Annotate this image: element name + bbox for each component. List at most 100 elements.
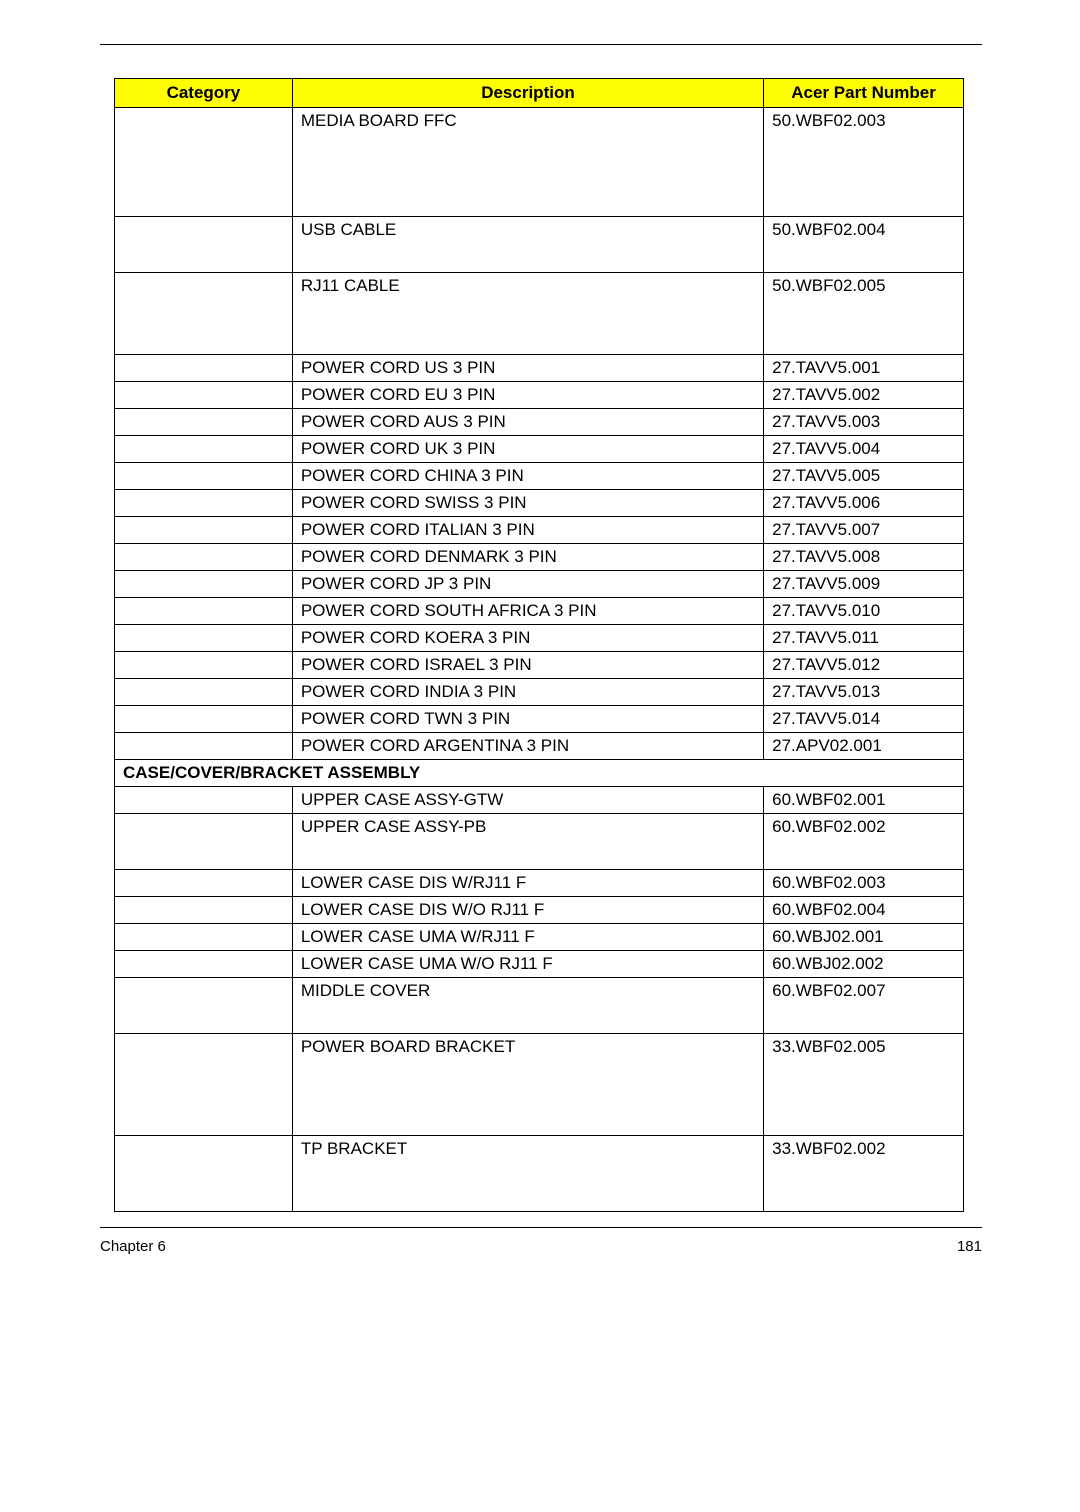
partnum-cell: 60.WBF02.002	[764, 814, 964, 870]
partnum-cell: 33.WBF02.005	[764, 1034, 964, 1136]
description-cell: POWER CORD JP 3 PIN	[292, 571, 763, 598]
category-cell	[115, 978, 293, 1034]
partnum-cell: 60.WBF02.003	[764, 870, 964, 897]
description-cell: POWER CORD CHINA 3 PIN	[292, 463, 763, 490]
category-cell	[115, 490, 293, 517]
table-row: TP BRACKET33.WBF02.002	[115, 1136, 964, 1212]
description-cell: LOWER CASE DIS W/O RJ11 F	[292, 897, 763, 924]
description-cell: USB CABLE	[292, 217, 763, 273]
th-partnum: Acer Part Number	[764, 79, 964, 108]
partnum-cell: 50.WBF02.003	[764, 108, 964, 217]
category-cell	[115, 706, 293, 733]
partnum-cell: 60.WBF02.004	[764, 897, 964, 924]
description-cell: LOWER CASE UMA W/RJ11 F	[292, 924, 763, 951]
description-cell: POWER CORD EU 3 PIN	[292, 382, 763, 409]
category-cell	[115, 517, 293, 544]
description-cell: LOWER CASE DIS W/RJ11 F	[292, 870, 763, 897]
table-row: POWER CORD CHINA 3 PIN27.TAVV5.005	[115, 463, 964, 490]
footer-rule	[100, 1227, 982, 1228]
table-row: RJ11 CABLE50.WBF02.005	[115, 273, 964, 355]
category-cell	[115, 652, 293, 679]
description-cell: POWER CORD US 3 PIN	[292, 355, 763, 382]
section-cell: CASE/COVER/BRACKET ASSEMBLY	[115, 760, 964, 787]
th-description: Description	[292, 79, 763, 108]
partnum-cell: 27.TAVV5.008	[764, 544, 964, 571]
category-cell	[115, 273, 293, 355]
partnum-cell: 27.TAVV5.013	[764, 679, 964, 706]
description-cell: POWER CORD TWN 3 PIN	[292, 706, 763, 733]
table-row: LOWER CASE DIS W/O RJ11 F60.WBF02.004	[115, 897, 964, 924]
category-cell	[115, 733, 293, 760]
category-cell	[115, 897, 293, 924]
category-cell	[115, 355, 293, 382]
th-category: Category	[115, 79, 293, 108]
partnum-cell: 27.APV02.001	[764, 733, 964, 760]
table-header-row: Category Description Acer Part Number	[115, 79, 964, 108]
partnum-cell: 60.WBJ02.001	[764, 924, 964, 951]
table-row: UPPER CASE ASSY-GTW60.WBF02.001	[115, 787, 964, 814]
partnum-cell: 27.TAVV5.007	[764, 517, 964, 544]
category-cell	[115, 598, 293, 625]
description-cell: POWER CORD INDIA 3 PIN	[292, 679, 763, 706]
category-cell	[115, 409, 293, 436]
partnum-cell: 27.TAVV5.001	[764, 355, 964, 382]
table-row: CASE/COVER/BRACKET ASSEMBLY	[115, 760, 964, 787]
table-row: POWER CORD EU 3 PIN27.TAVV5.002	[115, 382, 964, 409]
category-cell	[115, 1136, 293, 1212]
category-cell	[115, 787, 293, 814]
table-row: POWER CORD ITALIAN 3 PIN27.TAVV5.007	[115, 517, 964, 544]
category-cell	[115, 625, 293, 652]
table-row: LOWER CASE UMA W/RJ11 F60.WBJ02.001	[115, 924, 964, 951]
category-cell	[115, 436, 293, 463]
partnum-cell: 27.TAVV5.011	[764, 625, 964, 652]
category-cell	[115, 108, 293, 217]
table-row: MEDIA BOARD FFC50.WBF02.003	[115, 108, 964, 217]
partnum-cell: 33.WBF02.002	[764, 1136, 964, 1212]
table-row: LOWER CASE DIS W/RJ11 F60.WBF02.003	[115, 870, 964, 897]
description-cell: RJ11 CABLE	[292, 273, 763, 355]
category-cell	[115, 217, 293, 273]
partnum-cell: 27.TAVV5.014	[764, 706, 964, 733]
partnum-cell: 60.WBF02.001	[764, 787, 964, 814]
table-row: POWER CORD KOERA 3 PIN27.TAVV5.011	[115, 625, 964, 652]
top-rule	[100, 44, 982, 45]
description-cell: POWER CORD AUS 3 PIN	[292, 409, 763, 436]
description-cell: MEDIA BOARD FFC	[292, 108, 763, 217]
table-row: MIDDLE COVER60.WBF02.007	[115, 978, 964, 1034]
table-row: POWER CORD ARGENTINA 3 PIN27.APV02.001	[115, 733, 964, 760]
partnum-cell: 27.TAVV5.010	[764, 598, 964, 625]
partnum-cell: 27.TAVV5.012	[764, 652, 964, 679]
partnum-cell: 50.WBF02.005	[764, 273, 964, 355]
description-cell: POWER CORD KOERA 3 PIN	[292, 625, 763, 652]
table-row: POWER CORD DENMARK 3 PIN27.TAVV5.008	[115, 544, 964, 571]
description-cell: UPPER CASE ASSY-PB	[292, 814, 763, 870]
partnum-cell: 27.TAVV5.009	[764, 571, 964, 598]
table-row: POWER CORD SWISS 3 PIN27.TAVV5.006	[115, 490, 964, 517]
category-cell	[115, 463, 293, 490]
partnum-cell: 60.WBF02.007	[764, 978, 964, 1034]
table-row: USB CABLE50.WBF02.004	[115, 217, 964, 273]
category-cell	[115, 571, 293, 598]
category-cell	[115, 382, 293, 409]
category-cell	[115, 924, 293, 951]
table-row: POWER CORD ISRAEL 3 PIN27.TAVV5.012	[115, 652, 964, 679]
category-cell	[115, 679, 293, 706]
description-cell: POWER CORD ARGENTINA 3 PIN	[292, 733, 763, 760]
description-cell: POWER CORD ITALIAN 3 PIN	[292, 517, 763, 544]
description-cell: POWER CORD ISRAEL 3 PIN	[292, 652, 763, 679]
table-row: UPPER CASE ASSY-PB60.WBF02.002	[115, 814, 964, 870]
category-cell	[115, 544, 293, 571]
table-row: POWER CORD JP 3 PIN27.TAVV5.009	[115, 571, 964, 598]
description-cell: POWER BOARD BRACKET	[292, 1034, 763, 1136]
description-cell: TP BRACKET	[292, 1136, 763, 1212]
description-cell: LOWER CASE UMA W/O RJ11 F	[292, 951, 763, 978]
partnum-cell: 60.WBJ02.002	[764, 951, 964, 978]
partnum-cell: 27.TAVV5.006	[764, 490, 964, 517]
category-cell	[115, 1034, 293, 1136]
table-row: POWER CORD SOUTH AFRICA 3 PIN27.TAVV5.01…	[115, 598, 964, 625]
parts-table: Category Description Acer Part Number ME…	[114, 78, 964, 1212]
category-cell	[115, 870, 293, 897]
description-cell: POWER CORD SWISS 3 PIN	[292, 490, 763, 517]
category-cell	[115, 951, 293, 978]
partnum-cell: 27.TAVV5.005	[764, 463, 964, 490]
